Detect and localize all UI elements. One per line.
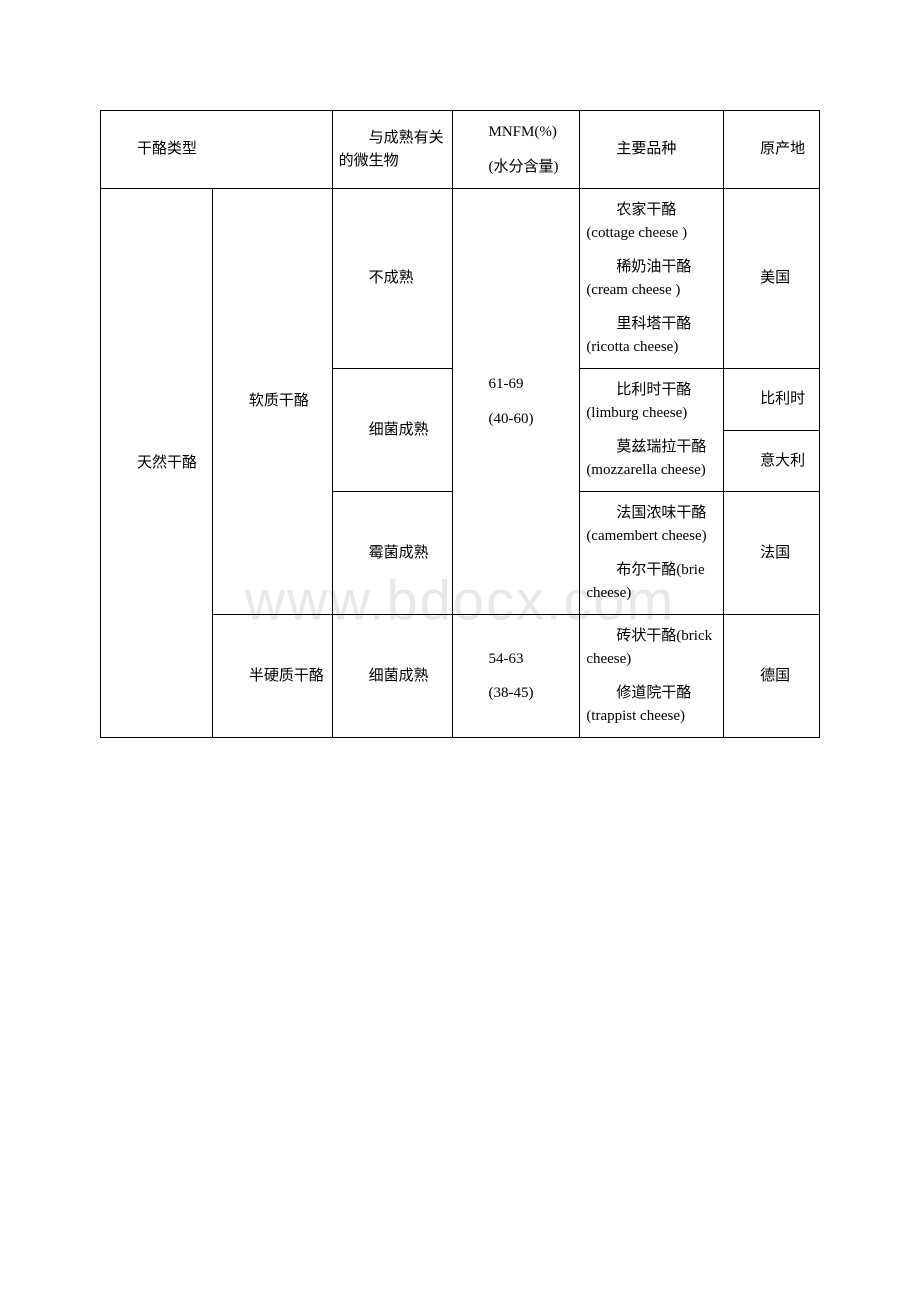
cell-bacteria-2: 细菌成熟 xyxy=(332,615,452,738)
variety-mold-2: 布尔干酪(brie cheese) xyxy=(586,559,717,604)
origin-us-text: 美国 xyxy=(730,267,813,290)
table-header-row: 干酪类型 与成熟有关的微生物 MNFM(%) (水分含量) 主要品种 原产地 xyxy=(101,111,820,189)
origin-belgium-text: 比利时 xyxy=(730,388,813,411)
header-mnfm-line1: MNFM(%) xyxy=(459,121,574,144)
cell-variety-semihard: 砖状干酪(brick cheese) 修道院干酪(trappist cheese… xyxy=(580,615,724,738)
variety-unripe-1: 农家干酪(cottage cheese ) xyxy=(586,199,717,244)
header-mnfm-line2: (水分含量) xyxy=(459,156,574,179)
header-mnfm: MNFM(%) (水分含量) xyxy=(452,111,580,189)
variety-unripe-2: 稀奶油干酪(cream cheese ) xyxy=(586,256,717,301)
natural-cheese-text: 天然干酪 xyxy=(107,452,206,475)
cell-variety-bacteria: 比利时干酪(limburg cheese) 莫兹瑞拉干酪(mozzarella … xyxy=(580,369,724,492)
variety-semihard-2: 修道院干酪(trappist cheese) xyxy=(586,682,717,727)
mnfm-semihard-b: (38-45) xyxy=(459,682,574,705)
cell-natural-cheese: 天然干酪 xyxy=(101,189,213,738)
cell-bacteria: 细菌成熟 xyxy=(332,369,452,492)
variety-bacteria-2: 莫兹瑞拉干酪(mozzarella cheese) xyxy=(586,436,717,481)
table-row: 天然干酪 软质干酪 不成熟 61-69 (40-60) 农家干酪(cottage… xyxy=(101,189,820,369)
variety-unripe-3: 里科塔干酪(ricotta cheese) xyxy=(586,313,717,358)
variety-mold-1: 法国浓味干酪(camembert cheese) xyxy=(586,502,717,547)
cell-origin-germany: 德国 xyxy=(724,615,820,738)
cheese-classification-table: 干酪类型 与成熟有关的微生物 MNFM(%) (水分含量) 主要品种 原产地 天… xyxy=(100,110,820,738)
header-variety-text: 主要品种 xyxy=(586,138,717,161)
cheese-table-container: 干酪类型 与成熟有关的微生物 MNFM(%) (水分含量) 主要品种 原产地 天… xyxy=(100,110,820,738)
cell-origin-us: 美国 xyxy=(724,189,820,369)
cell-semi-hard: 半硬质干酪 xyxy=(212,615,332,738)
header-variety: 主要品种 xyxy=(580,111,724,189)
cell-soft-cheese: 软质干酪 xyxy=(212,189,332,615)
bacteria-2-text: 细菌成熟 xyxy=(339,665,446,688)
header-origin: 原产地 xyxy=(724,111,820,189)
header-type: 干酪类型 xyxy=(101,111,333,189)
variety-semihard-1: 砖状干酪(brick cheese) xyxy=(586,625,717,670)
cell-variety-unripe: 农家干酪(cottage cheese ) 稀奶油干酪(cream cheese… xyxy=(580,189,724,369)
soft-cheese-text: 软质干酪 xyxy=(219,390,326,413)
variety-bacteria-1: 比利时干酪(limburg cheese) xyxy=(586,379,717,424)
header-microbe: 与成熟有关的微生物 xyxy=(332,111,452,189)
cell-unripe: 不成熟 xyxy=(332,189,452,369)
cell-mnfm-semihard: 54-63 (38-45) xyxy=(452,615,580,738)
origin-italy-text: 意大利 xyxy=(730,450,813,473)
origin-germany-text: 德国 xyxy=(730,665,813,688)
header-origin-text: 原产地 xyxy=(730,138,813,161)
semi-hard-text: 半硬质干酪 xyxy=(219,665,326,688)
cell-origin-italy: 意大利 xyxy=(724,430,820,492)
origin-france-text: 法国 xyxy=(730,542,813,565)
mold-text: 霉菌成熟 xyxy=(339,542,446,565)
header-type-text: 干酪类型 xyxy=(107,138,326,161)
cell-mnfm-soft: 61-69 (40-60) xyxy=(452,189,580,615)
mnfm-soft-b: (40-60) xyxy=(459,408,574,431)
bacteria-text: 细菌成熟 xyxy=(339,419,446,442)
mnfm-semihard-a: 54-63 xyxy=(459,648,574,671)
cell-mold: 霉菌成熟 xyxy=(332,492,452,615)
header-microbe-text: 与成熟有关的微生物 xyxy=(339,127,446,172)
cell-variety-mold: 法国浓味干酪(camembert cheese) 布尔干酪(brie chees… xyxy=(580,492,724,615)
cell-origin-france: 法国 xyxy=(724,492,820,615)
mnfm-soft-a: 61-69 xyxy=(459,373,574,396)
cell-origin-belgium: 比利时 xyxy=(724,369,820,431)
unripe-text: 不成熟 xyxy=(339,267,446,290)
